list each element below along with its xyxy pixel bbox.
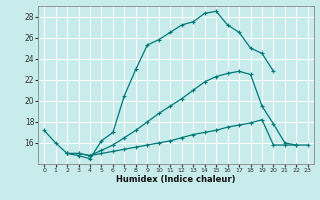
- X-axis label: Humidex (Indice chaleur): Humidex (Indice chaleur): [116, 175, 236, 184]
